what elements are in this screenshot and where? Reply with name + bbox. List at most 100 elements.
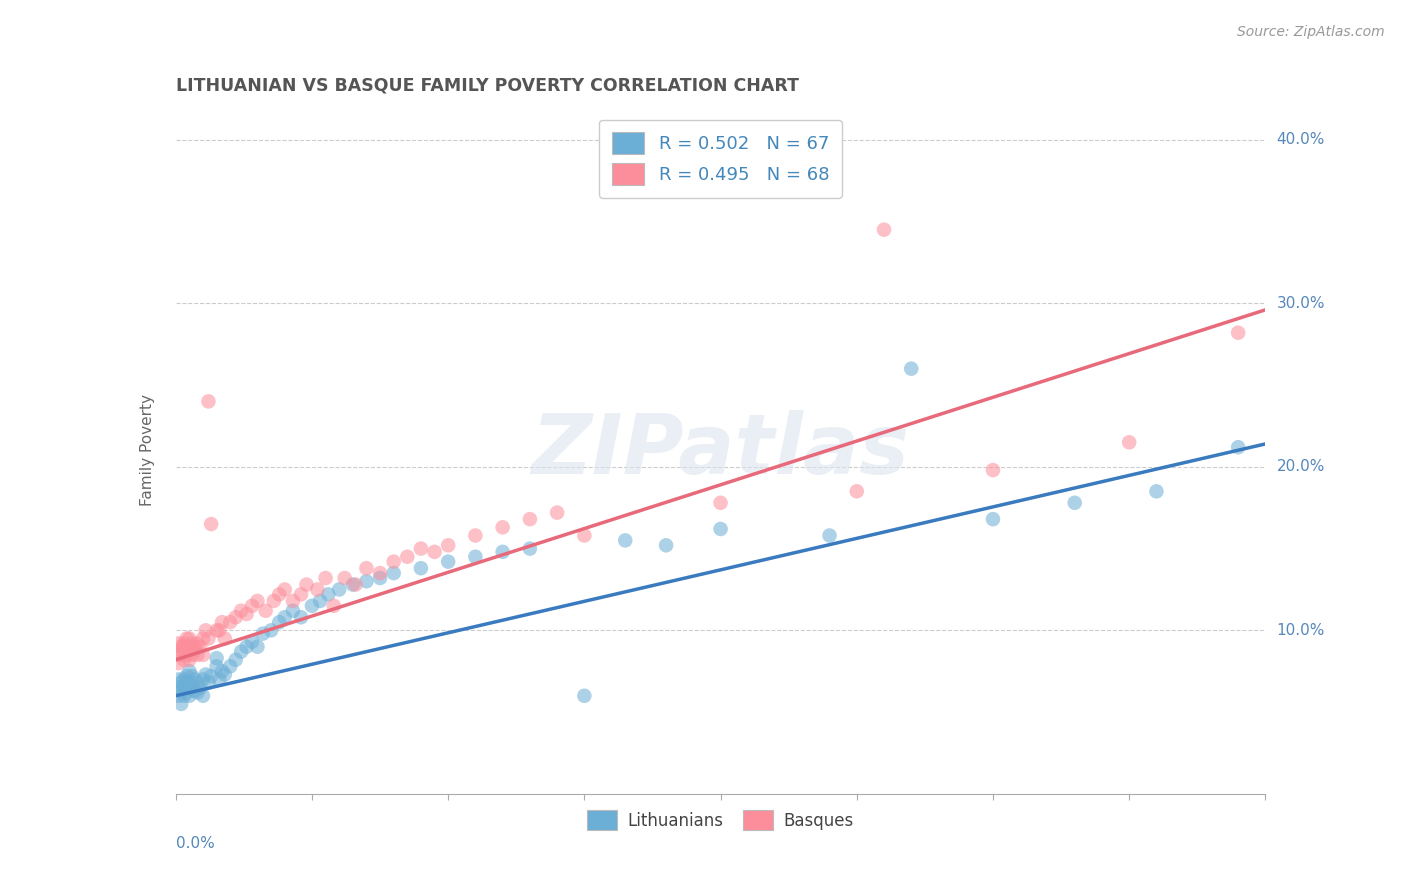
Point: [231, 644, 253, 658]
Point: [492, 520, 515, 534]
Point: [1063, 496, 1085, 510]
Point: [235, 607, 257, 621]
Point: [197, 675, 219, 690]
Point: [260, 624, 283, 638]
Point: [186, 675, 209, 690]
Point: [344, 577, 367, 591]
Point: [214, 632, 236, 646]
Point: [492, 545, 515, 559]
Point: [269, 615, 291, 630]
Point: [368, 566, 391, 580]
Point: [170, 675, 193, 690]
Y-axis label: Family Poverty: Family Poverty: [141, 394, 155, 507]
Point: [173, 636, 195, 650]
Point: [225, 610, 247, 624]
Point: [181, 669, 204, 683]
Point: [208, 673, 231, 687]
Point: [170, 648, 193, 662]
Point: [252, 626, 274, 640]
Point: [184, 673, 207, 687]
Text: 40.0%: 40.0%: [1277, 132, 1324, 147]
Point: [219, 615, 242, 630]
Point: [328, 582, 350, 597]
Point: [307, 582, 329, 597]
Point: [211, 664, 233, 679]
Point: [818, 528, 841, 542]
Point: [205, 624, 228, 638]
Point: [614, 533, 637, 548]
Point: [186, 685, 209, 699]
Point: [208, 624, 231, 638]
Point: [184, 640, 207, 654]
Point: [191, 632, 214, 646]
Point: [170, 683, 193, 698]
Point: [382, 555, 405, 569]
Point: [225, 653, 247, 667]
Point: [295, 577, 318, 591]
Point: [179, 675, 201, 690]
Point: [188, 640, 211, 654]
Point: [546, 506, 568, 520]
Point: [246, 640, 269, 654]
Point: [211, 615, 233, 630]
Point: [191, 673, 214, 687]
Point: [181, 648, 204, 662]
Text: LITHUANIAN VS BASQUE FAMILY POVERTY CORRELATION CHART: LITHUANIAN VS BASQUE FAMILY POVERTY CORR…: [176, 77, 799, 95]
Point: [197, 394, 219, 409]
Point: [179, 640, 201, 654]
Point: [179, 689, 201, 703]
Point: [309, 594, 332, 608]
Point: [179, 632, 201, 646]
Text: 20.0%: 20.0%: [1277, 459, 1324, 475]
Point: [423, 545, 446, 559]
Point: [179, 653, 201, 667]
Point: [396, 549, 419, 564]
Point: [181, 636, 204, 650]
Point: [191, 648, 214, 662]
Point: [437, 538, 460, 552]
Point: [356, 574, 378, 589]
Point: [184, 683, 207, 698]
Point: [173, 681, 195, 695]
Point: [900, 361, 922, 376]
Point: [191, 689, 214, 703]
Point: [318, 587, 340, 601]
Point: [873, 222, 896, 236]
Point: [368, 571, 391, 585]
Point: [240, 635, 263, 649]
Point: [184, 643, 207, 657]
Point: [519, 512, 541, 526]
Point: [246, 594, 269, 608]
Point: [574, 689, 596, 703]
Point: [186, 648, 209, 662]
Point: [170, 697, 193, 711]
Point: [290, 610, 312, 624]
Point: [176, 632, 198, 646]
Point: [170, 643, 193, 657]
Point: [197, 632, 219, 646]
Point: [205, 651, 228, 665]
Point: [240, 599, 263, 613]
Point: [710, 496, 733, 510]
Point: [200, 516, 222, 531]
Point: [167, 673, 190, 687]
Point: [167, 656, 190, 670]
Point: [464, 549, 486, 564]
Point: [409, 541, 432, 556]
Point: [1144, 484, 1167, 499]
Point: [409, 561, 432, 575]
Point: [382, 566, 405, 580]
Point: [1227, 326, 1250, 340]
Point: [254, 604, 277, 618]
Point: [269, 587, 291, 601]
Point: [179, 664, 201, 679]
Point: [356, 561, 378, 575]
Point: [167, 689, 190, 703]
Point: [263, 594, 285, 608]
Point: [281, 604, 304, 618]
Point: [1118, 435, 1140, 450]
Point: [173, 653, 195, 667]
Text: Source: ZipAtlas.com: Source: ZipAtlas.com: [1237, 25, 1385, 39]
Point: [194, 624, 217, 638]
Point: [333, 571, 356, 585]
